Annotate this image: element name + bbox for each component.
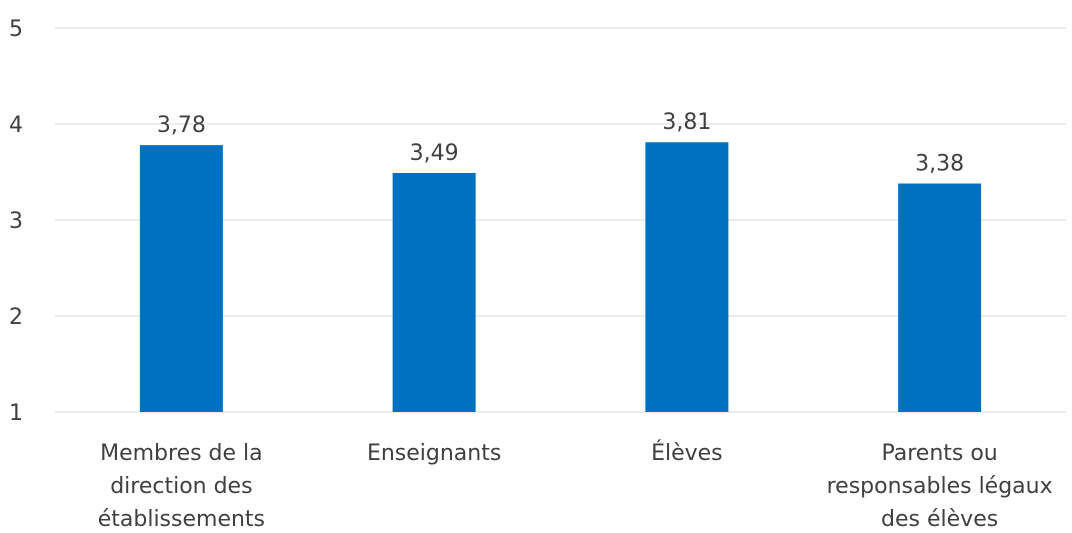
x-category-label: Élèves xyxy=(651,440,723,466)
y-tick-label: 4 xyxy=(9,113,23,138)
y-tick-label: 5 xyxy=(9,17,23,42)
x-category-label: Membres de la direction des établissements xyxy=(98,441,265,532)
y-tick-label: 3 xyxy=(9,209,23,234)
data-label: 3,81 xyxy=(662,110,711,135)
x-category-label-line: établissements xyxy=(98,507,265,532)
y-tick-label: 1 xyxy=(9,401,23,426)
x-axis-category-labels: Membres de la direction des établissements… xyxy=(98,440,1053,532)
x-category-label-line: Membres de la xyxy=(100,441,263,466)
data-label: 3,49 xyxy=(410,141,459,166)
bar xyxy=(392,172,476,412)
x-category-label: Enseignants xyxy=(367,441,501,466)
x-category-label-line: responsables légaux xyxy=(827,474,1053,499)
x-category-label-line: Enseignants xyxy=(367,441,501,466)
bar xyxy=(139,145,223,412)
y-tick-label: 2 xyxy=(9,305,23,330)
x-category-label-line: des élèves xyxy=(881,507,998,532)
bar xyxy=(645,142,729,413)
data-label: 3,38 xyxy=(915,152,964,177)
bar xyxy=(898,183,982,412)
gridlines xyxy=(55,27,1066,413)
x-category-label-line: Élèves xyxy=(651,440,723,466)
data-labels: 3,78 3,49 3,81 3,38 xyxy=(157,110,964,176)
data-label: 3,78 xyxy=(157,113,206,138)
y-axis-tick-labels: 1 2 3 4 5 xyxy=(9,17,23,426)
x-category-label-line: Parents ou xyxy=(881,441,997,466)
x-category-label-line: direction des xyxy=(110,474,252,499)
x-category-label: Parents ou responsables légaux des élèves xyxy=(827,441,1053,532)
bars xyxy=(139,142,982,413)
